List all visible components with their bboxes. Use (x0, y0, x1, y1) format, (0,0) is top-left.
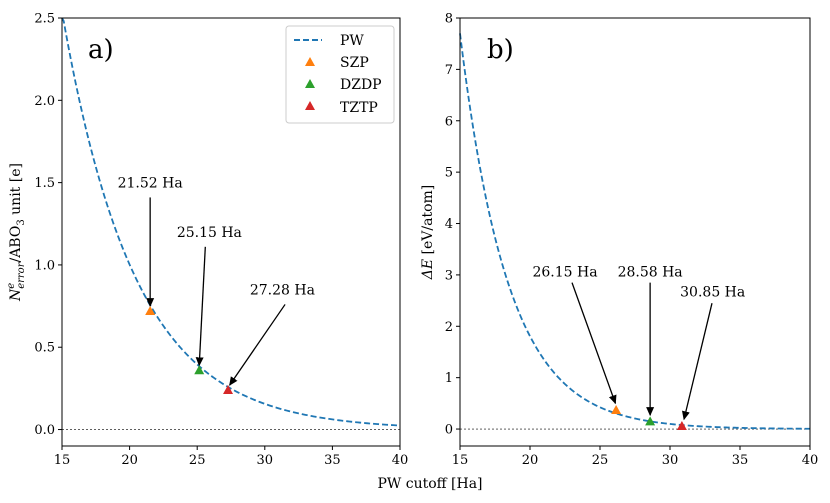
x-tick-label-b-5: 40 (802, 453, 819, 468)
pw-curve-a (61, 17, 401, 427)
y-tick-label-a-0: 0.0 (34, 423, 55, 438)
x-tick-label-a-1: 20 (121, 453, 138, 468)
y-tick-label-b-0: 0 (445, 423, 453, 438)
y-tick-label-a-4: 2.0 (34, 94, 55, 109)
x-tick-label-a-5: 40 (392, 453, 409, 468)
annotation-label-b-1: 28.58 Ha (618, 264, 683, 280)
x-tick-label-b-1: 20 (522, 453, 539, 468)
annotation-arrow-a-1 (195, 246, 206, 367)
y-tick-label-b-4: 4 (445, 217, 453, 232)
axes-frame-b (459, 17, 811, 447)
x-tick-label-a-2: 25 (189, 453, 206, 468)
y-tick-label-b-5: 5 (445, 166, 453, 181)
y-tick-label-a-2: 1.0 (34, 258, 55, 273)
annotation-label-b-0: 26.15 Ha (532, 264, 597, 280)
legend-tztp-label: TZTP (340, 100, 378, 116)
legend-tztp-marker (305, 101, 315, 110)
annotation-label-a-1: 25.15 Ha (177, 225, 242, 241)
axes-frame-a (61, 17, 401, 447)
y-tick-label-b-7: 7 (445, 63, 453, 78)
annotation-arrow-b-0 (571, 282, 617, 405)
x-tick-label-b-3: 30 (662, 453, 679, 468)
annotation-label-b-2: 30.85 Ha (680, 284, 745, 300)
y-axis-label-b: ΔE [eV/atom] (420, 185, 436, 281)
y-axis-label-a: Neerror/ABO3 unit [e] (6, 163, 27, 302)
pw-curve-b (459, 33, 811, 430)
annotation-arrow-a-2 (229, 304, 286, 386)
point-tztp-b (676, 420, 687, 430)
x-tick-label-b-4: 35 (732, 453, 749, 468)
x-tick-label-a-0: 15 (54, 453, 71, 468)
annotation-label-a-2: 27.28 Ha (250, 283, 315, 299)
point-tztp-a (223, 385, 234, 395)
shared-x-axis-label: PW cutoff [Ha] (377, 476, 482, 492)
point-dzdp-a (194, 365, 205, 375)
annotation-label-a-0: 21.52 Ha (118, 176, 183, 192)
x-tick-label-b-0: 15 (452, 453, 469, 468)
panel-label-a: a) (88, 35, 114, 65)
legend-dzdp-label: DZDP (340, 77, 382, 93)
y-tick-label-a-3: 1.5 (34, 176, 55, 191)
point-szp-a (145, 306, 156, 316)
legend-frame (285, 25, 395, 124)
point-dzdp-b (645, 416, 656, 426)
y-tick-label-b-1: 1 (445, 371, 453, 386)
legend-pw-label: PW (340, 33, 364, 49)
legend-dzdp-marker (305, 79, 315, 88)
point-szp-b (611, 405, 622, 415)
legend: PW SZP DZDP TZTP (285, 25, 395, 124)
y-tick-label-a-1: 0.5 (34, 341, 55, 356)
legend-szp-marker (305, 57, 315, 66)
x-tick-label-a-3: 30 (257, 453, 274, 468)
y-tick-label-b-6: 6 (445, 114, 453, 129)
annotation-arrow-b-2 (681, 303, 713, 421)
panel-label-b: b) (487, 35, 514, 65)
y-tick-label-b-3: 3 (445, 268, 453, 283)
x-tick-label-a-4: 35 (324, 453, 341, 468)
x-tick-label-b-2: 25 (592, 453, 609, 468)
panel-a-chart: 21.52 Ha 25.15 Ha 27.28 Ha 15 20 25 30 35 40 0.0 0… (6, 12, 408, 469)
y-tick-label-b-8: 8 (445, 12, 453, 27)
y-tick-label-a-5: 2.5 (34, 12, 55, 27)
legend-szp-label: SZP (340, 55, 369, 71)
y-tick-label-b-2: 2 (445, 320, 453, 335)
